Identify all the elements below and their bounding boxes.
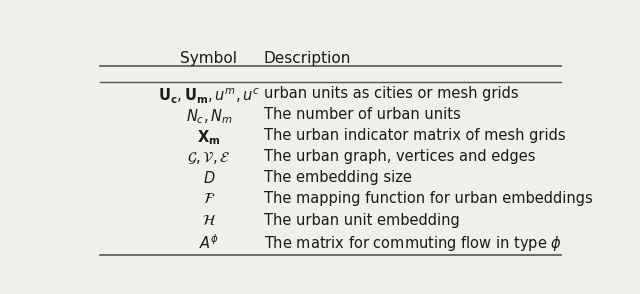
Text: $\mathcal{F}$: $\mathcal{F}$ — [203, 191, 215, 206]
Text: $\mathcal{G}, \mathcal{V}, \mathcal{E}$: $\mathcal{G}, \mathcal{V}, \mathcal{E}$ — [187, 149, 231, 166]
Text: The urban indicator matrix of mesh grids: The urban indicator matrix of mesh grids — [264, 128, 565, 143]
Text: Symbol: Symbol — [180, 51, 237, 66]
Text: urban units as cities or mesh grids: urban units as cities or mesh grids — [264, 86, 518, 101]
Text: The embedding size: The embedding size — [264, 171, 412, 186]
Text: Description: Description — [264, 51, 351, 66]
Text: $\mathbf{X}_{\mathbf{m}}$: $\mathbf{X}_{\mathbf{m}}$ — [197, 128, 221, 147]
Text: The matrix for commuting flow in type $\phi$: The matrix for commuting flow in type $\… — [264, 234, 561, 253]
Text: The mapping function for urban embeddings: The mapping function for urban embedding… — [264, 191, 592, 206]
Text: $\mathbf{U}_{\mathbf{c}}, \mathbf{U}_{\mathbf{m}}, u^{m}, u^{c}$: $\mathbf{U}_{\mathbf{c}}, \mathbf{U}_{\m… — [158, 86, 260, 106]
Text: The urban unit embedding: The urban unit embedding — [264, 213, 460, 228]
Text: $\mathcal{H}$: $\mathcal{H}$ — [202, 213, 216, 228]
Text: The number of urban units: The number of urban units — [264, 107, 460, 122]
Text: $\mathit{D}$: $\mathit{D}$ — [203, 171, 215, 186]
Text: $\mathit{N_c}, \mathit{N_m}$: $\mathit{N_c}, \mathit{N_m}$ — [186, 107, 232, 126]
Text: $A^{\phi}$: $A^{\phi}$ — [199, 234, 219, 252]
Text: The urban graph, vertices and edges: The urban graph, vertices and edges — [264, 149, 535, 164]
